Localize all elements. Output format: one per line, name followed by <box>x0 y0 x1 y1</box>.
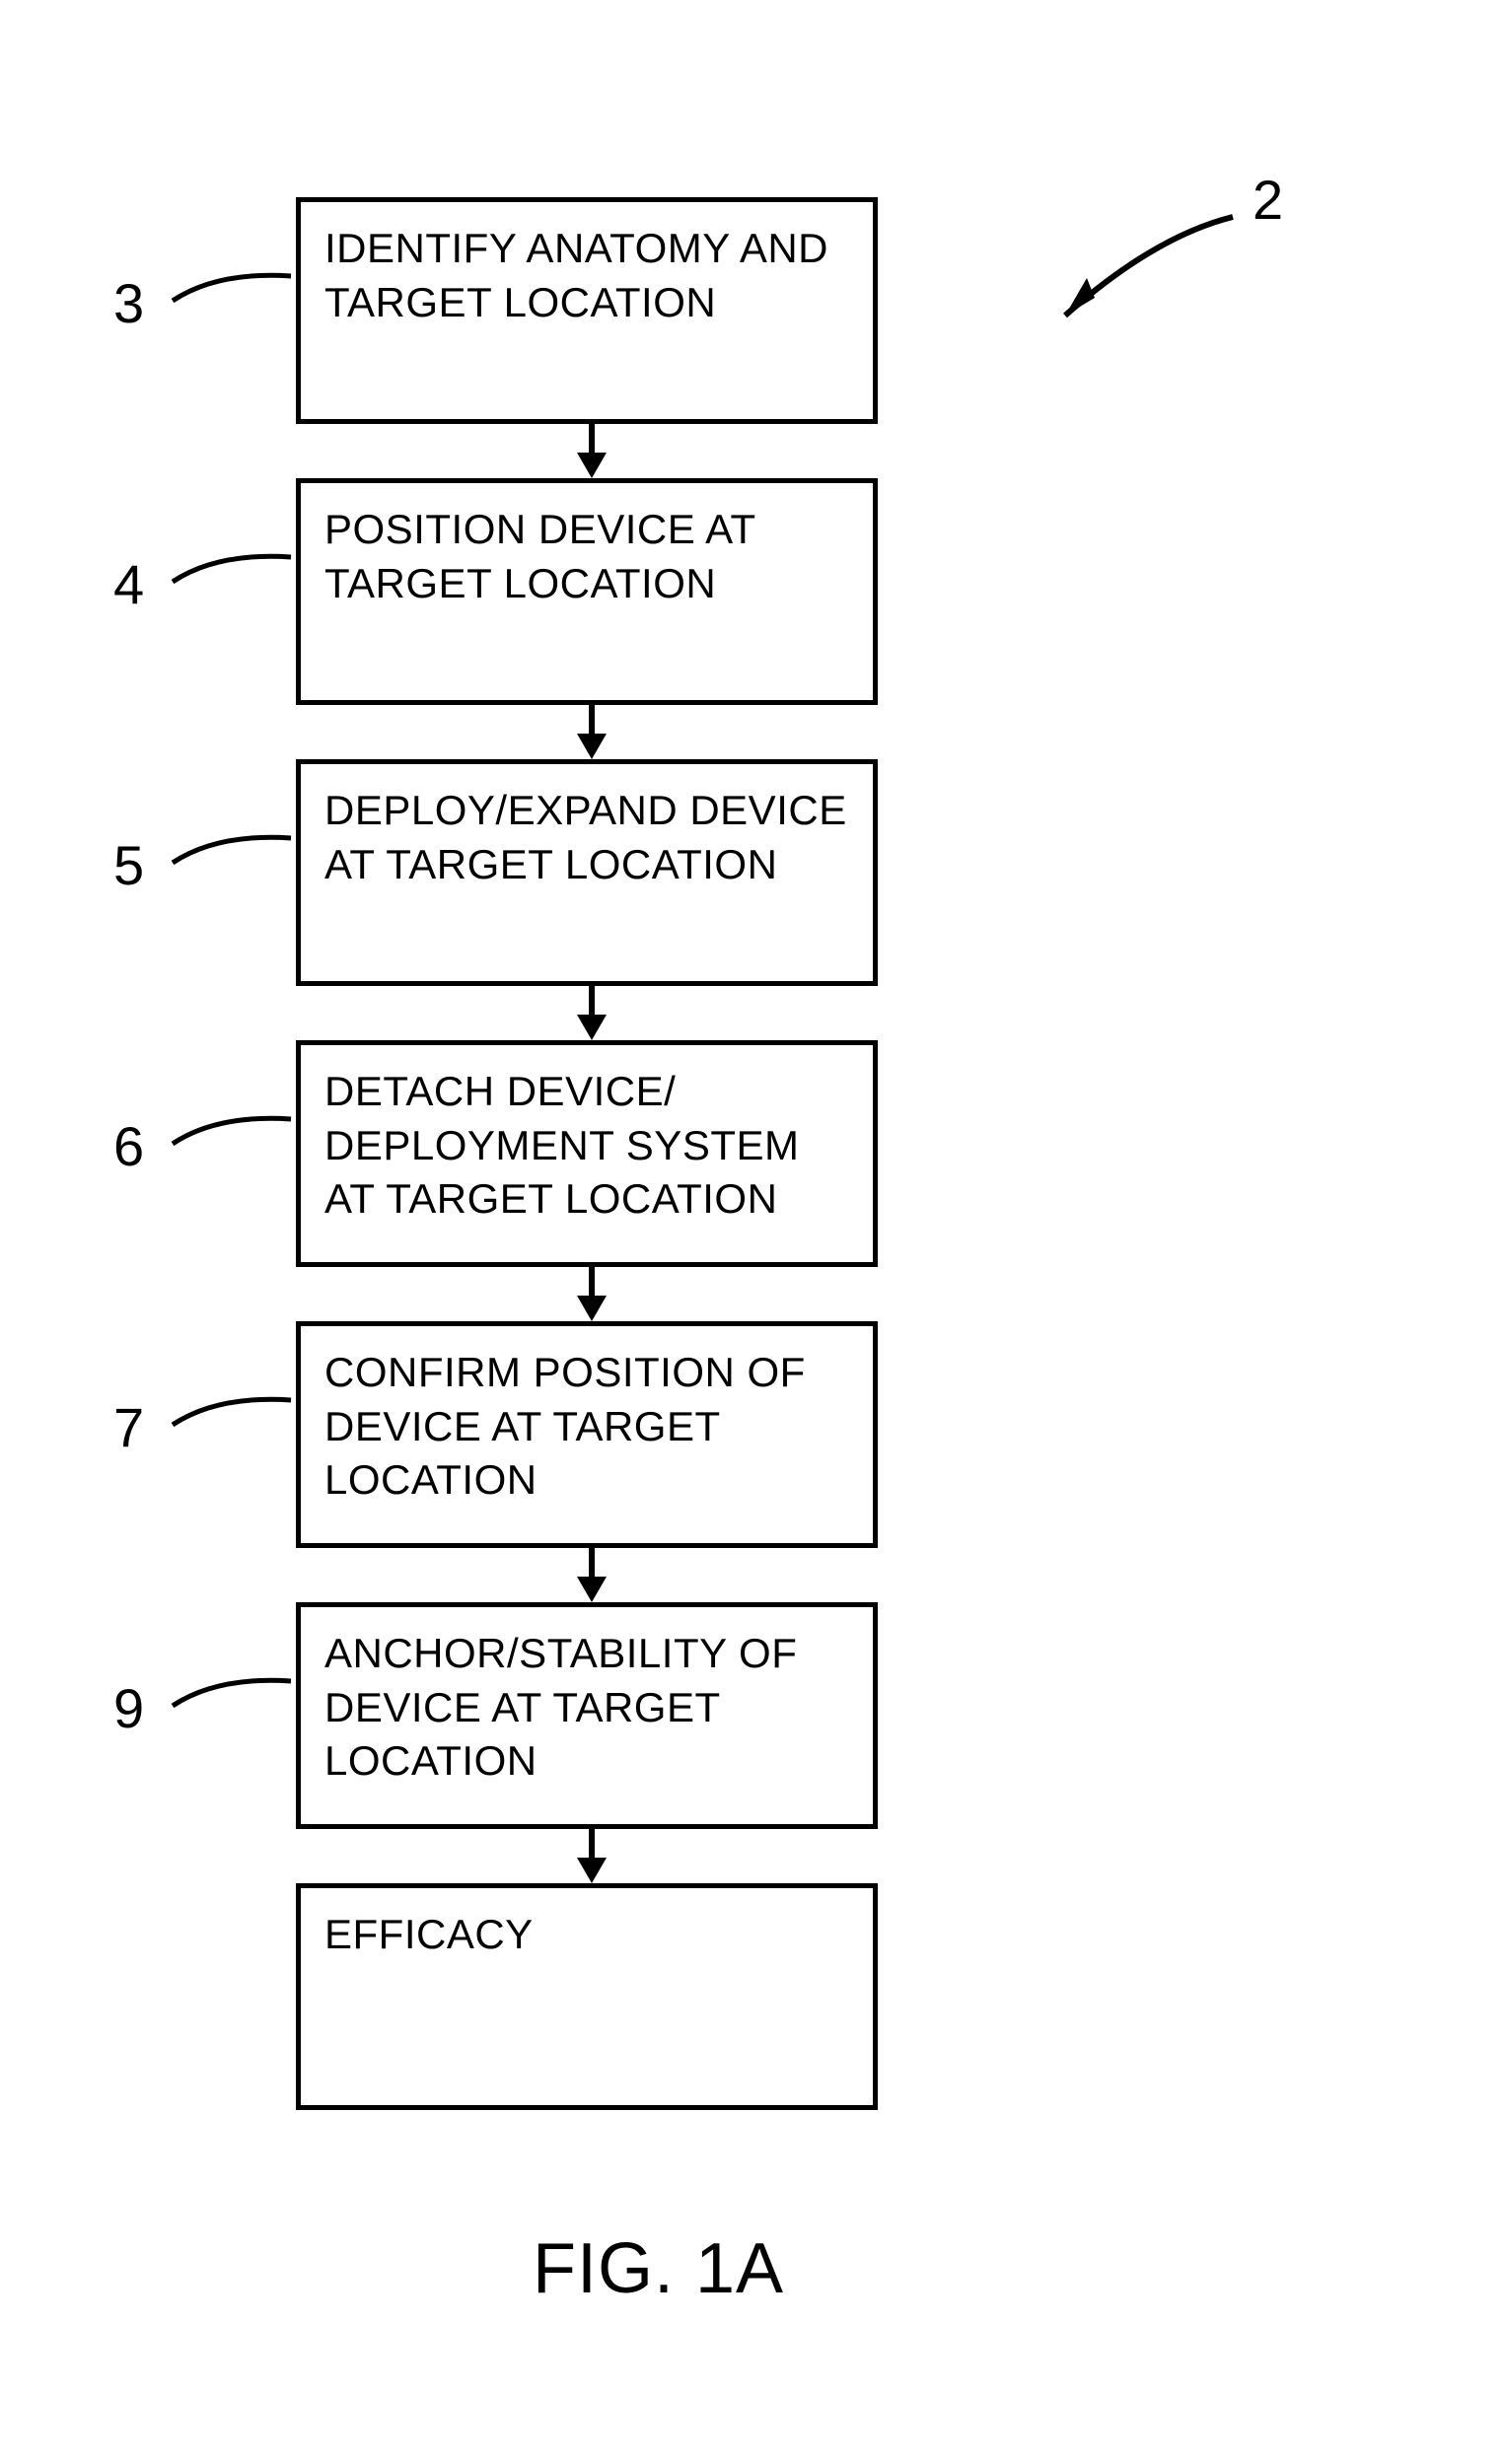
leader-4 <box>168 547 306 606</box>
arrow-2-3 <box>572 986 611 1040</box>
flow-node-3: IDENTIFY ANATOMY AND TARGET LOCATION <box>296 197 878 424</box>
flow-node-text: ANCHOR/STABILITY OF DEVICE AT TARGET LOC… <box>324 1627 849 1789</box>
arrow-5-6 <box>572 1829 611 1883</box>
flow-node-text: DEPLOY/EXPAND DEVICE AT TARGET LOCATION <box>324 784 849 891</box>
arrow-1-2 <box>572 705 611 759</box>
flow-node-9: ANCHOR/STABILITY OF DEVICE AT TARGET LOC… <box>296 1602 878 1829</box>
leader-7 <box>168 1390 306 1449</box>
flow-node-text: IDENTIFY ANATOMY AND TARGET LOCATION <box>324 222 849 329</box>
flow-node-text: CONFIRM POSITION OF DEVICE AT TARGET LOC… <box>324 1346 849 1508</box>
ref-label-4: 4 <box>113 552 144 616</box>
ref-label-9: 9 <box>113 1676 144 1740</box>
flow-node-6: DETACH DEVICE/ DEPLOYMENT SYSTEM AT TARG… <box>296 1040 878 1267</box>
main-ref-arrow <box>1006 207 1262 345</box>
leader-3 <box>168 266 306 325</box>
flow-node-5: DEPLOY/EXPAND DEVICE AT TARGET LOCATION <box>296 759 878 986</box>
ref-label-3: 3 <box>113 271 144 335</box>
flow-node-efficacy: EFFICACY <box>296 1883 878 2110</box>
leader-6 <box>168 1109 306 1168</box>
ref-label-7: 7 <box>113 1395 144 1459</box>
flow-node-text: DETACH DEVICE/ DEPLOYMENT SYSTEM AT TARG… <box>324 1065 849 1227</box>
flow-node-7: CONFIRM POSITION OF DEVICE AT TARGET LOC… <box>296 1321 878 1548</box>
arrow-4-5 <box>572 1548 611 1602</box>
flow-node-text: POSITION DEVICE AT TARGET LOCATION <box>324 503 849 610</box>
leader-9 <box>168 1671 306 1730</box>
ref-label-5: 5 <box>113 833 144 897</box>
arrow-3-4 <box>572 1267 611 1321</box>
main-ref-label: 2 <box>1253 168 1283 232</box>
flow-node-4: POSITION DEVICE AT TARGET LOCATION <box>296 478 878 705</box>
arrow-0-1 <box>572 424 611 478</box>
figure-page: 2 IDENTIFY ANATOMY AND TARGET LOCATION 3… <box>0 0 1505 2464</box>
flow-node-text: EFFICACY <box>324 1908 534 1962</box>
figure-caption: FIG. 1A <box>533 2228 784 2309</box>
ref-label-6: 6 <box>113 1114 144 1178</box>
leader-5 <box>168 828 306 887</box>
